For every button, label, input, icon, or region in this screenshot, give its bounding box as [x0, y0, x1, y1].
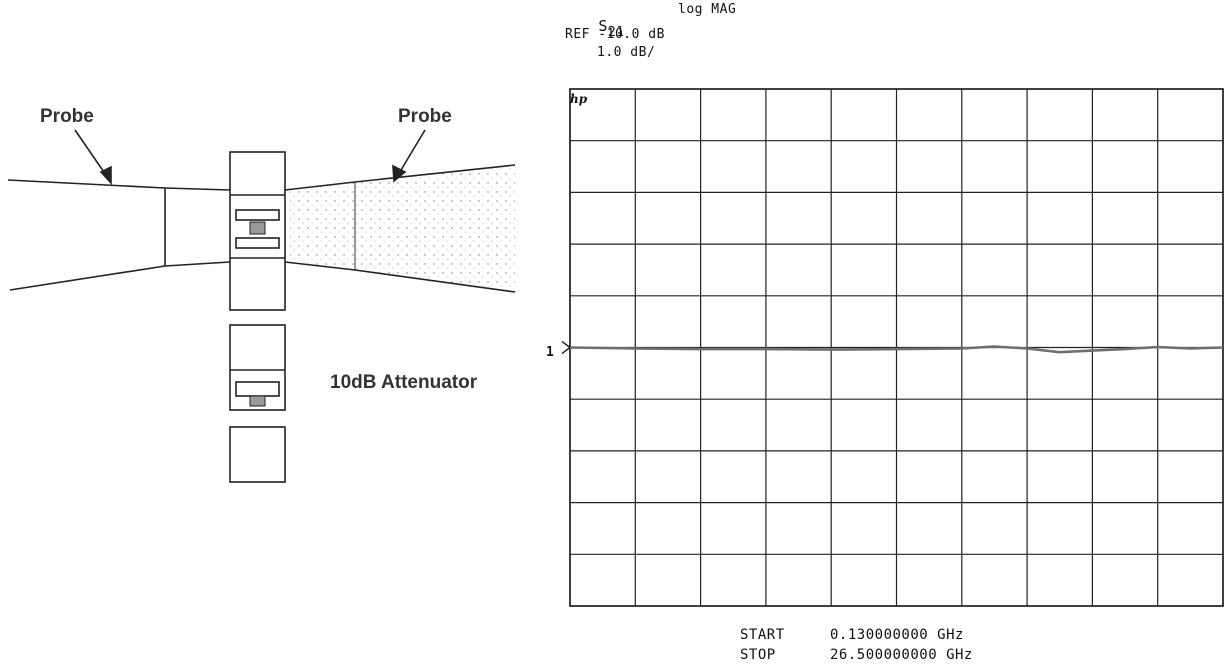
- start-label: START: [740, 627, 785, 643]
- probe-attenuator-diagram: Probe Probe 10dB Attenuator: [0, 0, 540, 667]
- probe-pointer-arrows: [74, 129, 426, 186]
- plot-area: [561, 88, 1224, 607]
- s21-trace-line: [569, 345, 1224, 354]
- reference-marker-label: 1: [546, 345, 554, 360]
- param-symbol: S: [598, 17, 608, 35]
- probe-left-label: Probe: [40, 106, 94, 127]
- hp-logo: hp: [570, 92, 588, 106]
- reference-level: REF -10.0 dB: [565, 27, 665, 42]
- mounted-attenuator: [229, 151, 286, 311]
- measurement-parameter: S21: [565, 2, 625, 50]
- reference-marker-arrow: [561, 340, 572, 355]
- start-frequency: 0.130000000 GHz: [830, 627, 964, 643]
- stop-label: STOP: [740, 647, 776, 663]
- separate-attenuator: [229, 324, 286, 411]
- probe-diagram-drawing: [7, 129, 516, 483]
- right-probe: [284, 164, 516, 293]
- stop-frequency: 26.500000000 GHz: [830, 647, 973, 663]
- scale-per-division: 1.0 dB/: [597, 45, 656, 60]
- attenuator-label: 10dB Attenuator: [330, 372, 478, 393]
- left-probe: [7, 179, 231, 291]
- display-format: log MAG: [678, 2, 737, 17]
- network-analyzer-plot: S21 log MAG REF -10.0 dB 1.0 dB/ hp 1 ST…: [540, 0, 1224, 667]
- attenuator-cap: [229, 426, 286, 483]
- param-index: 21: [607, 25, 625, 40]
- trace-group: [569, 345, 1224, 354]
- probe-right-label: Probe: [398, 106, 452, 127]
